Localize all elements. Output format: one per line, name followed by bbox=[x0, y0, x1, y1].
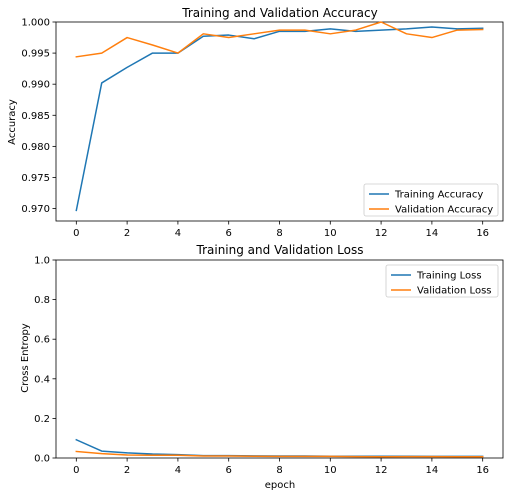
accuracy-x-tick-label: 14 bbox=[426, 228, 439, 239]
loss-x-tick-label: 12 bbox=[375, 465, 388, 476]
loss-legend-label: Validation Loss bbox=[417, 286, 492, 297]
accuracy-y-tick-label: 1.000 bbox=[21, 18, 50, 29]
loss-x-tick-label: 16 bbox=[476, 465, 489, 476]
accuracy-y-tick-label: 0.985 bbox=[21, 111, 50, 122]
loss-series-line-training bbox=[75, 438, 484, 458]
loss-legend-box bbox=[385, 264, 499, 298]
loss-series-line-validation bbox=[75, 450, 484, 458]
loss-x-tick-label: 0 bbox=[73, 465, 79, 476]
loss-x-tick-label: 4 bbox=[175, 465, 181, 476]
loss-x-axis-label: epoch bbox=[265, 480, 295, 491]
accuracy-x-tick-label: 6 bbox=[226, 228, 232, 239]
accuracy-legend: Training Accuracy Validation Accuracy bbox=[363, 183, 499, 217]
loss-x-tick-label: 10 bbox=[324, 465, 337, 476]
accuracy-x-tick-label: 8 bbox=[276, 228, 282, 239]
accuracy-chart-title: Training and Validation Accuracy bbox=[181, 6, 377, 20]
accuracy-y-tick-label: 0.970 bbox=[21, 204, 50, 215]
loss-y-tick-label: 0.8 bbox=[34, 295, 50, 306]
accuracy-x-tick-label: 4 bbox=[175, 228, 181, 239]
loss-x-tick-label: 2 bbox=[124, 465, 130, 476]
accuracy-y-tick-label: 0.990 bbox=[21, 80, 50, 91]
accuracy-x-tick-label: 12 bbox=[375, 228, 388, 239]
accuracy-legend-label: Validation Accuracy bbox=[395, 205, 493, 216]
loss-legend-label: Training Loss bbox=[416, 271, 482, 282]
accuracy-y-axis-label: Accuracy bbox=[7, 99, 18, 145]
loss-chart: Training and Validation Loss Cross Entro… bbox=[20, 243, 504, 491]
loss-chart-title: Training and Validation Loss bbox=[196, 243, 364, 257]
loss-legend: Training Loss Validation Loss bbox=[385, 264, 499, 298]
accuracy-x-tick-label: 10 bbox=[324, 228, 337, 239]
accuracy-y-tick-label: 0.995 bbox=[21, 49, 50, 60]
accuracy-legend-box bbox=[363, 183, 499, 217]
accuracy-series-line-validation bbox=[75, 21, 484, 58]
accuracy-series-line-training bbox=[75, 26, 484, 212]
loss-y-tick-label: 0.6 bbox=[34, 335, 50, 346]
accuracy-x-tick-label: 16 bbox=[476, 228, 489, 239]
accuracy-legend-label: Training Accuracy bbox=[394, 190, 483, 201]
accuracy-y-tick-label: 0.975 bbox=[21, 173, 50, 184]
loss-x-tick-label: 6 bbox=[226, 465, 232, 476]
accuracy-y-tick-label: 0.980 bbox=[21, 142, 50, 153]
loss-x-tick-label: 14 bbox=[426, 465, 439, 476]
loss-y-tick-label: 1.0 bbox=[34, 256, 50, 267]
loss-x-tick-label: 8 bbox=[276, 465, 282, 476]
loss-y-tick-label: 0.2 bbox=[34, 414, 50, 425]
loss-y-tick-label: 0.0 bbox=[34, 454, 50, 465]
accuracy-chart: Training and Validation Accuracy Accurac… bbox=[7, 6, 504, 239]
loss-y-axis-label: Cross Entropy bbox=[20, 323, 31, 393]
loss-y-tick-label: 0.4 bbox=[34, 374, 50, 385]
accuracy-x-tick-label: 0 bbox=[73, 228, 79, 239]
accuracy-x-tick-label: 2 bbox=[124, 228, 130, 239]
